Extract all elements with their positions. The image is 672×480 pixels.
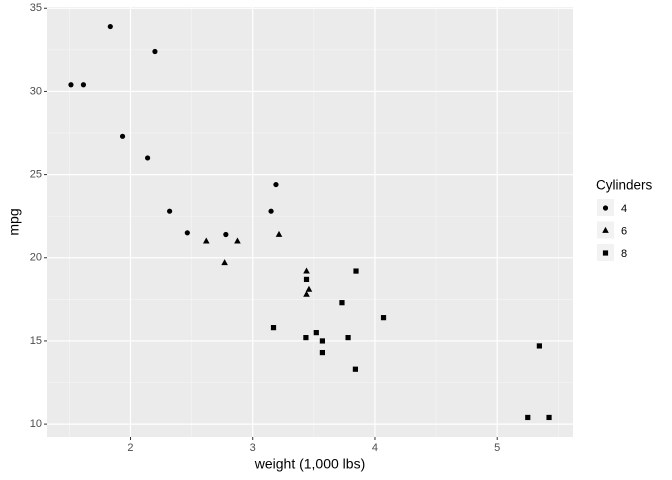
legend-symbol [602, 226, 609, 233]
y-axis-title: mpg [6, 208, 22, 235]
point [202, 237, 210, 244]
point [303, 335, 309, 341]
legend: 4 6 8 [597, 199, 627, 261]
legend-title: Cylinders [596, 178, 653, 193]
point [223, 231, 229, 238]
point [234, 237, 241, 244]
point [270, 325, 277, 331]
legend-symbol [602, 250, 609, 256]
point [303, 267, 310, 274]
points [68, 23, 552, 421]
point [80, 82, 87, 88]
y-tick-label: 20 [30, 252, 42, 264]
point [119, 133, 126, 139]
point [145, 155, 151, 161]
y-tick-label: 15 [30, 335, 42, 347]
point [339, 300, 345, 306]
point [167, 208, 173, 214]
point [184, 230, 190, 236]
point [268, 208, 274, 214]
point [353, 268, 359, 274]
point [305, 285, 313, 292]
point [319, 338, 326, 344]
point [275, 230, 283, 237]
point [152, 48, 158, 55]
y-tick-label: 25 [30, 168, 42, 180]
point [273, 181, 279, 188]
point [68, 82, 74, 88]
legend-symbol [602, 205, 609, 211]
x-tick-label: 3 [250, 442, 256, 454]
y-tick-label: 30 [30, 85, 42, 97]
grid [47, 7, 573, 437]
point [536, 343, 542, 349]
point [303, 276, 310, 282]
x-tick-label: 2 [127, 442, 133, 454]
y-tick-label: 10 [30, 418, 42, 430]
point [345, 335, 351, 341]
legend-label: 6 [621, 225, 627, 237]
point [352, 366, 359, 372]
point [221, 259, 228, 266]
point [303, 290, 310, 297]
legend-label: 8 [621, 248, 627, 260]
point [313, 330, 319, 336]
y-tick-label: 35 [30, 2, 42, 14]
x-axis-title: weight (1,000 lbs) [254, 456, 366, 472]
x-tick-label: 5 [494, 442, 500, 454]
point [525, 414, 531, 421]
legend-label: 4 [621, 203, 627, 215]
x-tick-label: 4 [372, 442, 378, 454]
point [107, 23, 113, 30]
point [546, 414, 552, 421]
point [319, 349, 326, 356]
point [380, 315, 387, 321]
panel [47, 7, 573, 437]
